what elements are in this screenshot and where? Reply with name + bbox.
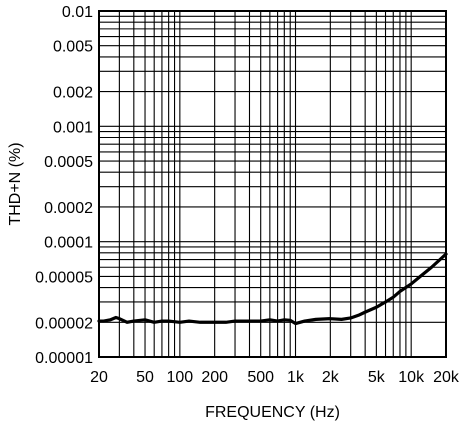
x-tick-label: 500 (247, 369, 274, 386)
x-tick-label: 1k (287, 369, 305, 386)
x-tick-label: 100 (166, 369, 193, 386)
x-tick-label: 2k (322, 369, 340, 386)
y-tick-label: 0.00002 (35, 315, 93, 332)
y-tick-label: 0.01 (62, 4, 93, 21)
plot-border (98, 10, 447, 358)
plot-frame (98, 10, 447, 358)
y-tick-label: 0.0002 (44, 200, 93, 217)
y-tick-label: 0.001 (53, 119, 93, 136)
x-tick-label: 50 (136, 369, 154, 386)
y-tick-label: 0.0001 (44, 235, 93, 252)
x-tick-labels: 20 50 100 200 500 1k 2k 5k 10k 20k (90, 369, 460, 386)
grid-layer (98, 10, 447, 358)
y-tick-label: 0.0005 (44, 154, 93, 171)
x-axis-title: FREQUENCY (Hz) (205, 404, 340, 421)
x-tick-label: 20k (433, 369, 460, 386)
y-tick-labels: 0.01 0.005 0.002 0.001 0.0005 0.0002 0.0001 0.0… (35, 4, 93, 367)
x-tick-label: 20 (90, 369, 108, 386)
x-tick-label: 200 (201, 369, 228, 386)
x-tick-label: 10k (398, 369, 425, 386)
y-axis-title: THD+N (%) (7, 142, 24, 225)
y-tick-label: 0.005 (53, 39, 93, 56)
y-tick-label: 0.002 (53, 85, 93, 102)
y-tick-label: 0.00005 (35, 269, 93, 286)
series-line-1 (97, 252, 448, 326)
y-tick-label: 0.00001 (35, 350, 93, 367)
x-tick-label: 5k (368, 369, 386, 386)
series-layer (97, 252, 448, 326)
